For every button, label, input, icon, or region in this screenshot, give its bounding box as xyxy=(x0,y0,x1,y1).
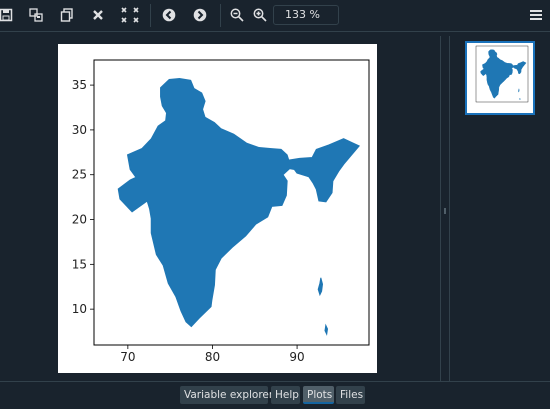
axes-frame xyxy=(475,45,529,103)
thumbnail-map xyxy=(475,45,529,103)
plot-figure: 70 80 90 10 15 20 25 30 35 xyxy=(58,44,377,373)
save-all-icon[interactable] xyxy=(25,4,47,26)
toolbar-separator xyxy=(220,4,221,27)
close-all-icon[interactable] xyxy=(119,4,141,26)
hamburger-icon[interactable] xyxy=(525,4,547,26)
tab-files[interactable]: Files xyxy=(336,386,365,404)
island-shape xyxy=(324,323,329,336)
y-tick-label: 15 xyxy=(72,257,87,271)
pane-tabbar: Variable explorer Help Plots Files xyxy=(0,381,550,409)
x-tick-label: 90 xyxy=(289,350,304,364)
plot-canvas-area: 70 80 90 10 15 20 25 30 35 xyxy=(0,36,437,381)
tab-variable-explorer[interactable]: Variable explorer xyxy=(180,386,273,404)
y-tick-label: 25 xyxy=(72,168,87,182)
y-tick-label: 10 xyxy=(72,302,87,316)
thumbnails-panel xyxy=(451,36,550,381)
toolbar-separator xyxy=(150,4,151,27)
y-tick-label: 30 xyxy=(72,123,87,137)
map-plot: 70 80 90 10 15 20 25 30 35 xyxy=(72,59,370,364)
island-shape xyxy=(518,88,520,93)
close-icon[interactable] xyxy=(87,4,109,26)
copy-icon[interactable] xyxy=(56,4,78,26)
x-tick-label: 80 xyxy=(205,350,220,364)
plot-thumbnail[interactable] xyxy=(465,41,535,115)
tab-plots[interactable]: Plots xyxy=(303,386,334,404)
india-shape xyxy=(117,78,361,328)
y-tick-label: 35 xyxy=(72,78,87,92)
island-shape xyxy=(317,277,324,297)
y-tick-label: 20 xyxy=(72,213,87,227)
india-shape xyxy=(480,49,527,99)
tab-help[interactable]: Help xyxy=(271,386,300,404)
zoom-in-icon[interactable] xyxy=(249,4,271,26)
next-icon[interactable] xyxy=(189,4,211,26)
x-tick-label: 70 xyxy=(120,350,135,364)
island-shape xyxy=(519,97,521,101)
splitter-grip[interactable] xyxy=(444,208,446,214)
zoom-out-icon[interactable] xyxy=(226,4,248,26)
splitter-handle[interactable] xyxy=(440,36,450,381)
zoom-field[interactable]: 133 % xyxy=(273,5,339,25)
plots-toolbar: 133 % xyxy=(0,0,550,32)
save-icon[interactable] xyxy=(0,4,17,26)
previous-icon[interactable] xyxy=(158,4,180,26)
axes-frame xyxy=(93,59,370,346)
